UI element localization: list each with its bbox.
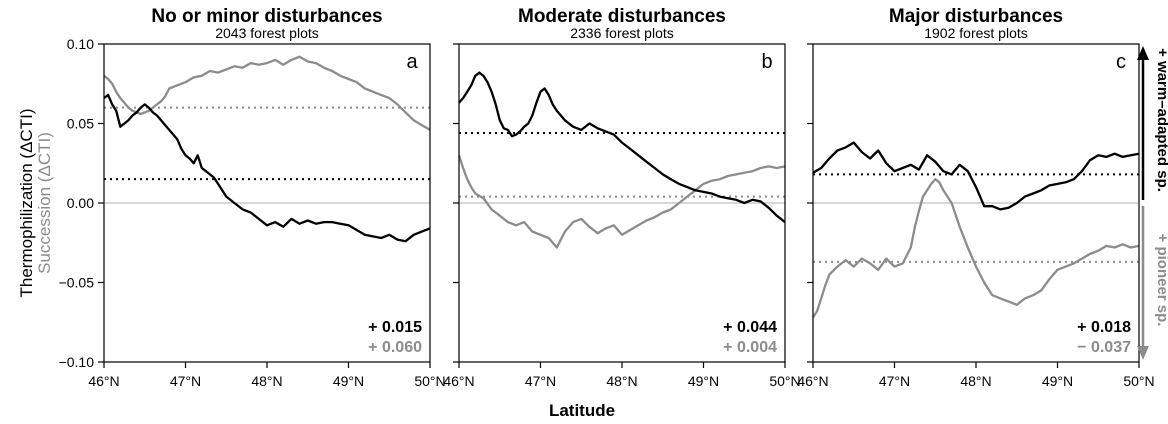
x-tick-label: 46°N bbox=[443, 373, 474, 389]
x-tick-label: 50°N bbox=[769, 373, 800, 389]
x-tick-label: 49°N bbox=[333, 373, 364, 389]
panel-subtitle: 2043 forest plots bbox=[215, 25, 319, 41]
x-tick-label: 46°N bbox=[797, 373, 828, 389]
x-tick-label: 48°N bbox=[606, 373, 637, 389]
panel-title: Moderate disturbances bbox=[518, 6, 726, 27]
x-tick-label: 48°N bbox=[251, 373, 282, 389]
x-tick-label: 47°N bbox=[170, 373, 201, 389]
mean-label-thermophilization: + 0.044 bbox=[723, 319, 777, 336]
panel-title: No or minor disturbances bbox=[151, 6, 382, 27]
y-axis-title-secondary: Succession (ΔCTI) bbox=[35, 132, 54, 274]
x-tick-label: 49°N bbox=[688, 373, 719, 389]
y-tick-label: 0.10 bbox=[67, 36, 94, 52]
x-tick-label: 47°N bbox=[525, 373, 556, 389]
x-tick-label: 49°N bbox=[1042, 373, 1073, 389]
y-tick-label: −0.05 bbox=[59, 275, 95, 291]
mean-label-succession: − 0.037 bbox=[1077, 339, 1131, 356]
y-axis-title-primary: Thermophilization (ΔCTI) bbox=[17, 109, 36, 298]
y-tick-label: 0.00 bbox=[67, 195, 94, 211]
panel-subtitle: 1902 forest plots bbox=[924, 25, 1028, 41]
x-axis-title: Latitude bbox=[549, 401, 615, 420]
panel-letter: c bbox=[1116, 51, 1126, 73]
x-tick-label: 46°N bbox=[88, 373, 119, 389]
panel-subtitle: 2336 forest plots bbox=[570, 25, 674, 41]
series-line-succession bbox=[457, 154, 786, 249]
mean-label-thermophilization: + 0.018 bbox=[1077, 319, 1131, 336]
series-line-succession bbox=[812, 178, 1140, 319]
panel-title: Major disturbances bbox=[889, 6, 1063, 27]
x-tick-label: 48°N bbox=[960, 373, 991, 389]
side-label-warm-adapted: + warm–adapted sp. bbox=[1154, 48, 1168, 192]
series-line-thermophilization bbox=[103, 93, 431, 243]
panel-letter: b bbox=[761, 51, 772, 73]
arrow-up-head bbox=[1137, 46, 1149, 60]
mean-label-thermophilization: + 0.015 bbox=[368, 319, 422, 336]
side-label-pioneer: + pioneer sp. bbox=[1154, 234, 1168, 327]
x-tick-label: 47°N bbox=[879, 373, 910, 389]
arrow-down-head bbox=[1137, 346, 1149, 360]
y-tick-label: 0.05 bbox=[67, 116, 94, 132]
series-line-thermophilization bbox=[812, 141, 1140, 211]
x-tick-label: 50°N bbox=[414, 373, 445, 389]
mean-label-succession: + 0.060 bbox=[368, 339, 422, 356]
y-tick-label: −0.10 bbox=[59, 354, 95, 370]
x-tick-label: 50°N bbox=[1123, 373, 1154, 389]
mean-label-succession: + 0.004 bbox=[723, 339, 777, 356]
series-line-succession bbox=[103, 55, 431, 131]
series-line-thermophilization bbox=[458, 71, 786, 224]
panel-letter: a bbox=[406, 51, 418, 73]
